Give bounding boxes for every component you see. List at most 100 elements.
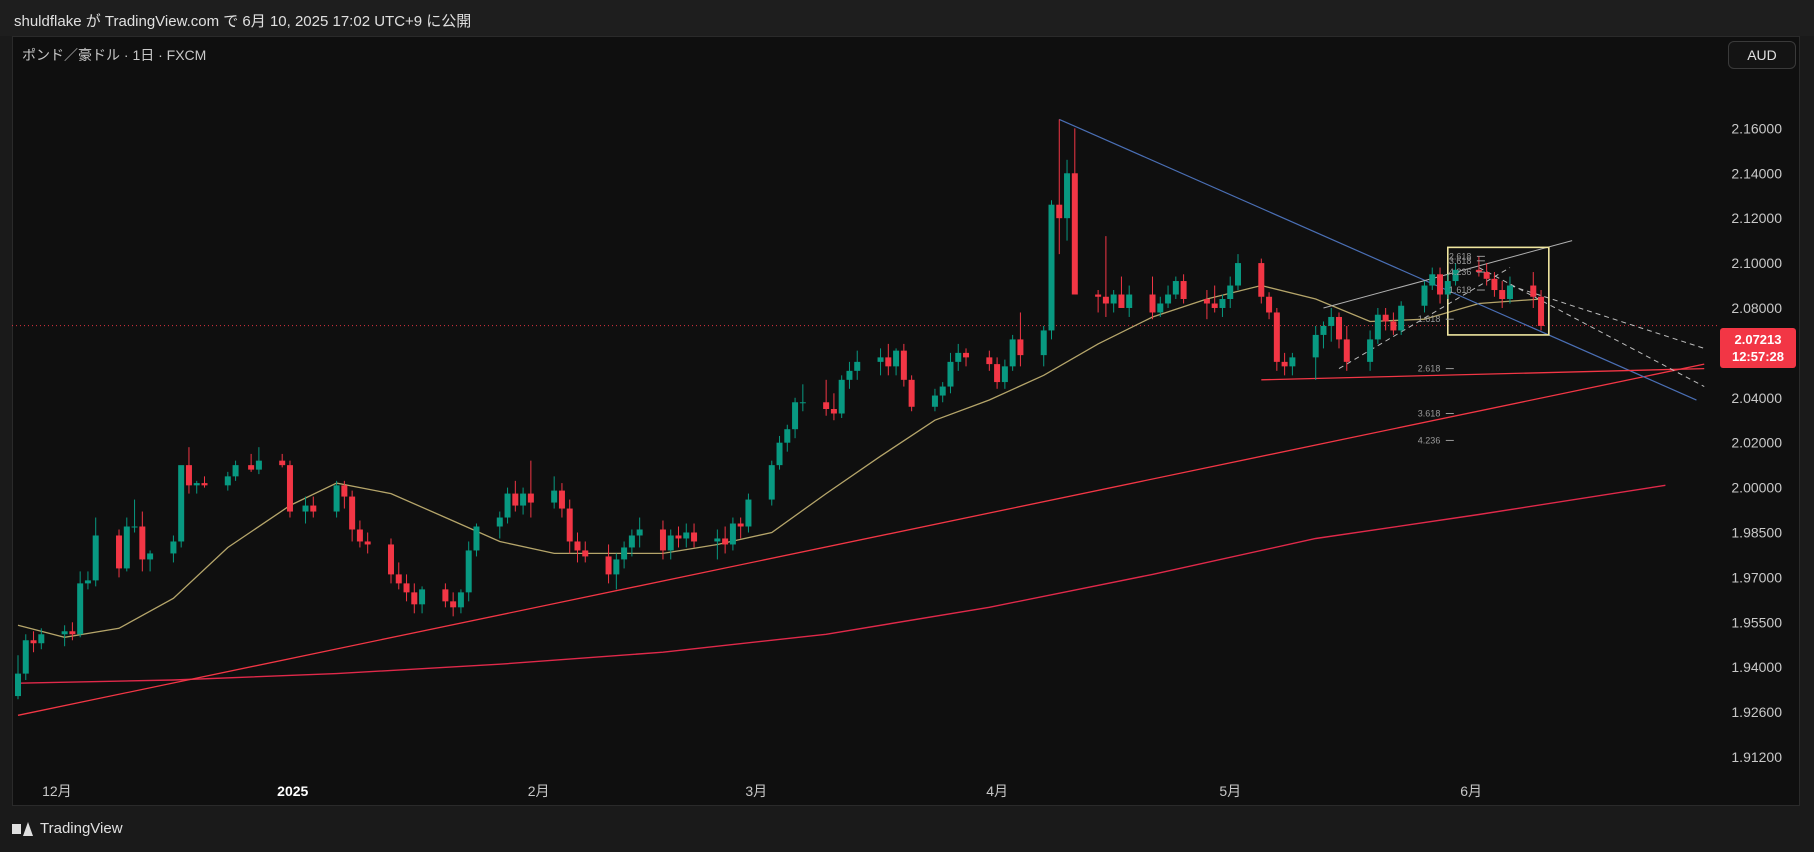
candle-body (1499, 290, 1506, 299)
candle (1040, 325, 1047, 367)
candle-body (691, 532, 698, 542)
candle-body (605, 556, 612, 575)
candle-body (457, 592, 464, 608)
candle (784, 424, 791, 452)
candle (232, 460, 239, 481)
candles-layer (15, 119, 1545, 700)
candle (722, 526, 729, 554)
candle (1289, 352, 1296, 376)
candle (224, 471, 231, 491)
candle (504, 487, 511, 524)
candle-body (1421, 285, 1428, 306)
candle-body (955, 352, 962, 362)
candle-body (442, 589, 449, 602)
candle-body (636, 529, 643, 536)
candle (1483, 263, 1490, 286)
candle (986, 350, 993, 371)
candle-body (255, 460, 262, 470)
candle-body (1071, 173, 1078, 295)
candle-body (675, 535, 682, 539)
candle-body (877, 357, 884, 362)
candle-body (1056, 204, 1063, 219)
candle (131, 499, 138, 533)
candle-body (123, 526, 130, 569)
candle (846, 361, 853, 389)
candle (1258, 258, 1265, 304)
candle-body (341, 485, 348, 497)
candle-body (994, 364, 1001, 383)
candle (1421, 281, 1428, 313)
candle (279, 453, 286, 468)
candle-body (1506, 285, 1513, 299)
candle-body (1234, 263, 1241, 286)
candle (61, 625, 68, 647)
candle-body (1538, 296, 1545, 326)
candle (900, 343, 907, 387)
candle-body (1320, 325, 1327, 335)
fib-level-label: 3.618 (1418, 409, 1441, 419)
candle-body (279, 460, 286, 466)
x-tick-label: 6月 (1460, 783, 1482, 799)
ma-long-line (17, 484, 1666, 684)
y-tick-label: 1.94000 (1731, 659, 1782, 675)
candle (1343, 325, 1350, 371)
candle-body (939, 386, 946, 396)
candle-body (768, 465, 775, 500)
chart-frame (12, 36, 1800, 806)
candle (403, 574, 410, 602)
x-tick-label: 2025 (277, 783, 308, 799)
candle-body (551, 490, 558, 503)
candle (1048, 200, 1055, 340)
candle-body (784, 429, 791, 443)
y-tick-label: 2.14000 (1731, 165, 1782, 181)
candle-body (893, 350, 900, 367)
candle (551, 476, 558, 509)
currency-button[interactable]: AUD (1728, 41, 1796, 69)
candle-body (1102, 296, 1109, 304)
candle (473, 523, 480, 557)
y-tick-label: 1.92600 (1731, 704, 1782, 720)
candle (15, 655, 21, 700)
candle (659, 520, 666, 560)
candle-body (846, 370, 853, 380)
candle-body (621, 547, 628, 560)
candle (1110, 290, 1117, 313)
candle-body (473, 526, 480, 551)
candle-body (714, 538, 721, 542)
candle (605, 544, 612, 584)
candle-body (1048, 204, 1055, 331)
brand[interactable]: TradingView (12, 820, 123, 837)
candle-body (1040, 330, 1047, 356)
candle (1203, 290, 1210, 320)
x-tick-label: 5月 (1219, 783, 1241, 799)
candle-body (1118, 294, 1125, 308)
y-tick-label: 2.08000 (1731, 300, 1782, 316)
candle (636, 517, 643, 548)
candle-body (1203, 299, 1210, 304)
candle-body (465, 550, 472, 593)
fib-level-label: 2.618 (1418, 364, 1441, 374)
candle (185, 447, 192, 494)
fib-level-label: 2.618 (1449, 251, 1472, 261)
candle (1429, 267, 1436, 291)
candle (885, 343, 892, 376)
candle-body (1475, 269, 1482, 273)
candle (1506, 276, 1513, 304)
downtrend-line (1059, 118, 1697, 401)
fib-level-label: 4.236 (1418, 435, 1441, 445)
y-tick-label: 2.00000 (1731, 480, 1782, 496)
candle-body (395, 574, 402, 584)
candle-body (364, 541, 371, 545)
candle-body (1001, 366, 1008, 383)
candle (512, 480, 519, 512)
x-tick-label: 12月 (42, 783, 72, 799)
candle-body (1180, 281, 1187, 299)
candle-body (722, 538, 729, 545)
candle-body (1390, 321, 1397, 331)
candle (1336, 312, 1343, 349)
candle (22, 634, 29, 681)
candle-body (947, 361, 954, 387)
candle-body (178, 465, 185, 542)
candle (558, 483, 565, 518)
